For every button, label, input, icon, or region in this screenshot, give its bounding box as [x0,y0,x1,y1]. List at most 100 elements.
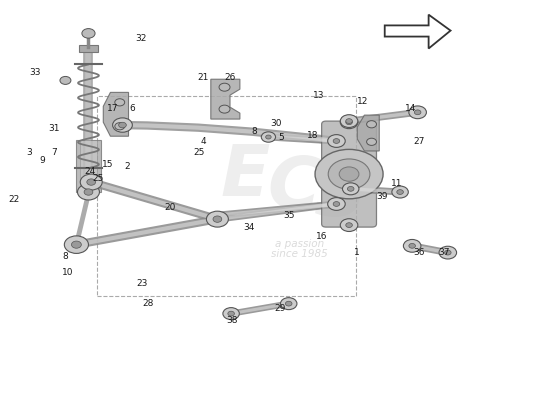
Text: 22: 22 [9,196,20,204]
Circle shape [64,236,89,254]
Text: 4: 4 [201,136,206,146]
Circle shape [80,174,102,190]
Text: 28: 28 [142,299,153,308]
Text: 11: 11 [391,179,403,188]
Circle shape [219,83,230,91]
Circle shape [206,211,228,227]
Circle shape [78,184,100,200]
Circle shape [82,28,95,38]
Text: S: S [314,162,366,230]
Text: C: C [268,154,321,222]
Circle shape [219,105,230,113]
Circle shape [261,132,276,142]
Circle shape [328,135,345,147]
Text: 7: 7 [52,148,57,158]
Text: E: E [220,142,270,210]
Circle shape [333,139,340,143]
Text: 29: 29 [275,304,286,313]
Circle shape [333,202,340,206]
Circle shape [213,216,222,222]
Circle shape [315,149,383,199]
FancyBboxPatch shape [76,140,101,192]
Text: 6: 6 [129,104,135,113]
Circle shape [343,183,359,195]
FancyBboxPatch shape [322,121,377,227]
Text: 10: 10 [62,268,73,277]
Circle shape [223,308,239,320]
Text: 13: 13 [313,91,324,100]
Circle shape [87,179,96,185]
Circle shape [60,76,71,84]
Circle shape [403,240,421,252]
Text: 8: 8 [63,252,68,261]
Circle shape [340,116,358,129]
Text: 21: 21 [197,73,208,82]
Circle shape [113,118,133,132]
Circle shape [444,250,451,255]
Text: 36: 36 [413,248,425,257]
Circle shape [367,121,377,128]
Text: 5: 5 [279,132,284,142]
Text: 1: 1 [354,248,360,257]
Circle shape [397,190,403,194]
Text: 25: 25 [92,174,104,182]
Text: 8: 8 [251,127,257,136]
Circle shape [346,120,353,125]
Bar [97,96,356,296]
Text: 15: 15 [102,160,113,169]
Circle shape [115,123,125,130]
Polygon shape [211,79,240,119]
Text: 35: 35 [283,211,294,220]
Text: 9: 9 [39,156,45,165]
Text: 23: 23 [136,279,148,288]
Text: 39: 39 [376,192,388,200]
Circle shape [72,241,81,248]
Text: 14: 14 [405,104,417,113]
Polygon shape [103,92,129,136]
Circle shape [409,106,426,119]
Text: 18: 18 [306,131,318,140]
Circle shape [328,159,370,189]
Text: 25: 25 [194,148,205,157]
Text: 16: 16 [316,232,327,241]
Circle shape [119,122,126,128]
Circle shape [439,246,456,259]
Text: 31: 31 [49,124,60,133]
Text: since 1985: since 1985 [271,249,328,259]
FancyBboxPatch shape [80,140,97,192]
Text: 20: 20 [164,203,175,212]
Text: a passion: a passion [275,239,324,249]
Text: 3: 3 [26,148,32,158]
Text: 2: 2 [124,162,130,171]
Text: 38: 38 [227,316,238,325]
Circle shape [340,219,358,232]
Circle shape [346,223,353,228]
Text: 26: 26 [224,73,236,82]
Text: 37: 37 [438,248,450,257]
Text: 24: 24 [84,167,95,176]
Circle shape [414,110,421,115]
Text: 17: 17 [107,104,119,113]
Circle shape [348,186,354,191]
Circle shape [367,138,377,145]
Circle shape [346,119,353,124]
Circle shape [280,298,297,310]
Text: 12: 12 [357,97,368,106]
Circle shape [392,186,408,198]
Circle shape [228,311,234,316]
Circle shape [84,189,93,195]
Text: 34: 34 [243,223,254,232]
Circle shape [328,198,345,210]
Text: 30: 30 [271,119,282,128]
Circle shape [266,135,271,139]
Text: 33: 33 [29,68,41,77]
Circle shape [409,244,415,248]
Circle shape [339,167,359,181]
Circle shape [115,99,125,106]
Circle shape [285,301,292,306]
Polygon shape [358,115,379,151]
Circle shape [340,115,358,128]
Text: 27: 27 [413,136,425,146]
FancyBboxPatch shape [79,45,98,52]
Text: 32: 32 [135,34,146,43]
